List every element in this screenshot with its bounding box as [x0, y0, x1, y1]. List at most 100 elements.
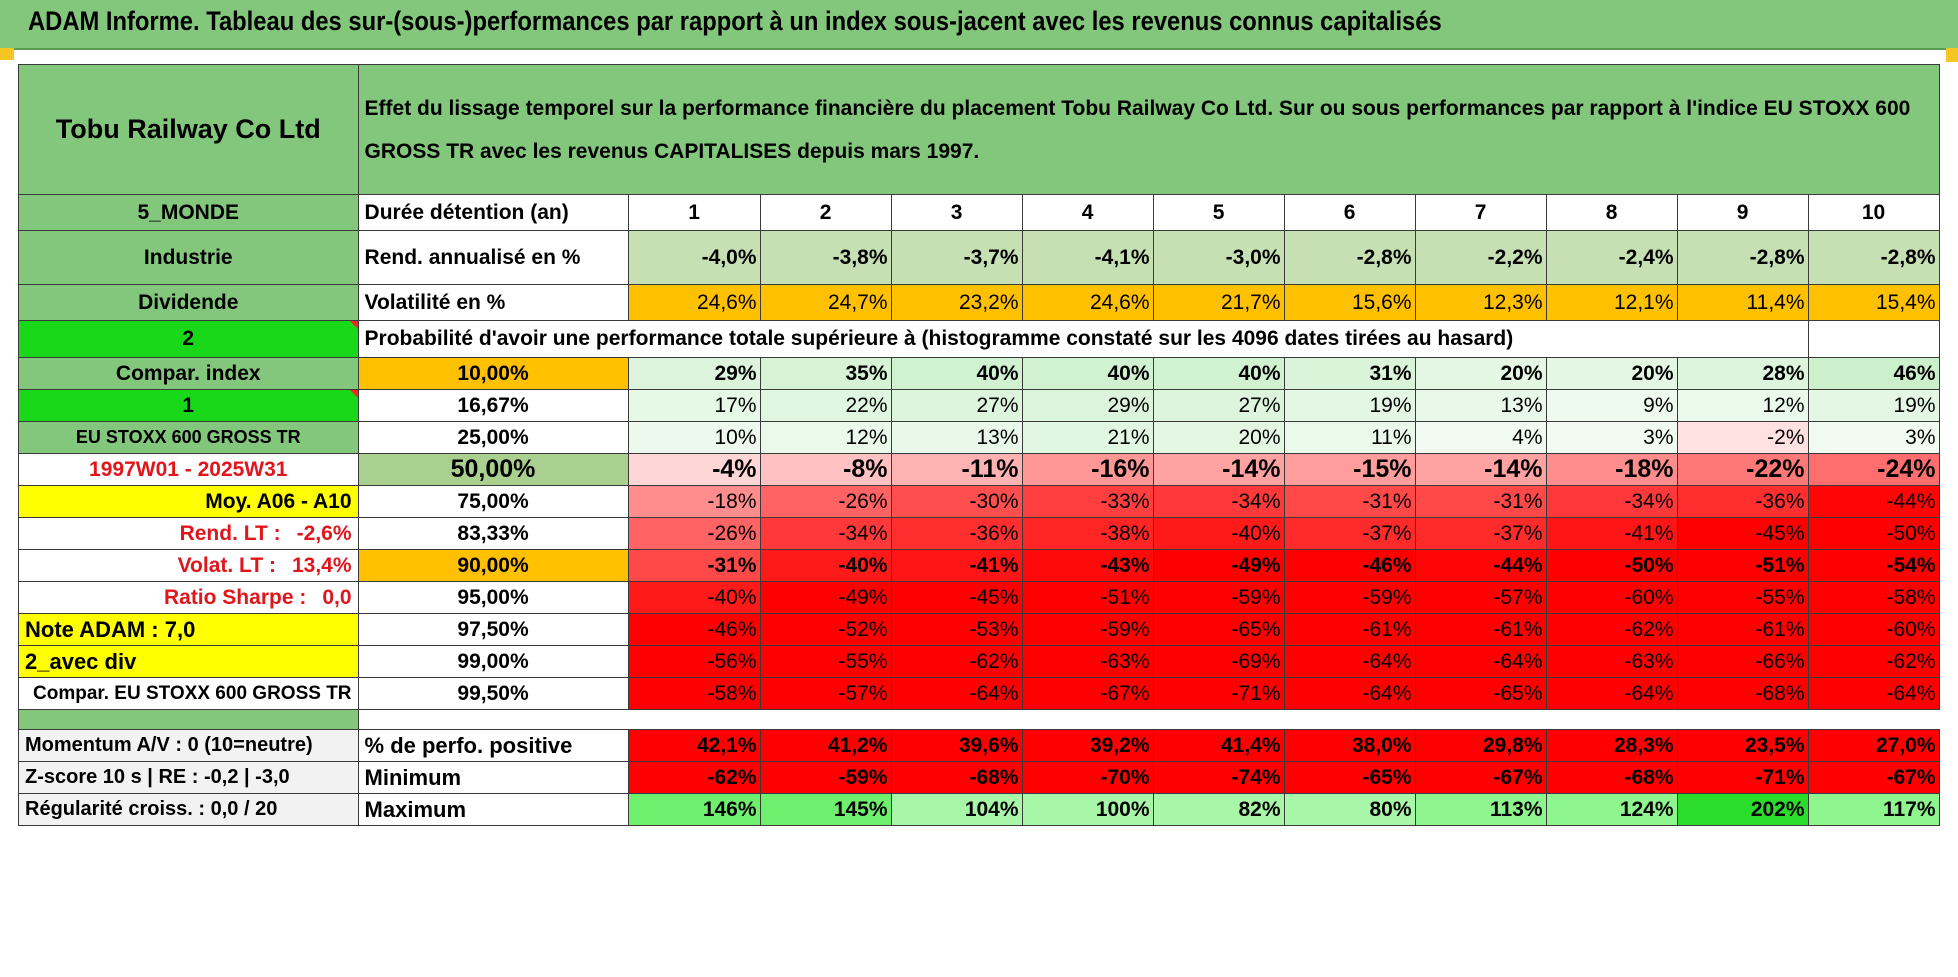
- probability-cell: 21%: [1021, 421, 1154, 454]
- region-label: 5_MONDE: [18, 194, 359, 231]
- probability-cell: -16%: [1021, 453, 1154, 486]
- stats-cell: 202%: [1676, 793, 1809, 826]
- stats-cell: 113%: [1414, 793, 1547, 826]
- stats-cell: 145%: [759, 793, 892, 826]
- probability-cell: 35%: [759, 357, 892, 390]
- dividend-value: 2: [18, 320, 359, 358]
- probability-cell: -51%: [1676, 549, 1809, 582]
- duration-col-header: 5: [1152, 194, 1285, 231]
- probability-cell: 9%: [1545, 389, 1678, 422]
- rend-cell: -4,1%: [1021, 230, 1154, 285]
- duration-col-header: 4: [1021, 194, 1154, 231]
- spacer-blank: [358, 709, 1940, 730]
- stats-row: Z-score 10 s | RE : -0,2 | -3,0 Minimum -6…: [18, 761, 1940, 794]
- probability-cell: 13%: [890, 421, 1023, 454]
- probability-cell: 40%: [1021, 357, 1154, 390]
- probability-cell: -30%: [890, 485, 1023, 518]
- probability-cell: -41%: [890, 549, 1023, 582]
- stats-cell: 41,4%: [1152, 729, 1285, 762]
- probability-row: Compar. index 10,00% 29% 35% 40% 40% 40% 31% 20%…: [18, 357, 1940, 390]
- probability-cell: -40%: [627, 581, 761, 614]
- probability-cell: -34%: [759, 517, 892, 550]
- probability-cell: -40%: [1152, 517, 1285, 550]
- stats-cell: -59%: [759, 761, 892, 794]
- probability-cell: 3%: [1545, 421, 1678, 454]
- probability-cell: -34%: [1152, 485, 1285, 518]
- vol-cell: 23,2%: [890, 284, 1023, 321]
- stats-cell: 100%: [1021, 793, 1154, 826]
- blank-cell: [1677, 320, 1809, 358]
- probability-cell: 20%: [1414, 357, 1547, 390]
- probability-cell: -61%: [1283, 613, 1416, 646]
- probability-cell: -14%: [1152, 453, 1285, 486]
- vol-cell: 21,7%: [1152, 284, 1285, 321]
- probability-cell: -49%: [1152, 549, 1285, 582]
- duration-col-header: 3: [890, 194, 1023, 231]
- stats-side-label: Momentum A/V : 0 (10=neutre): [18, 729, 359, 762]
- probability-cell: -53%: [890, 613, 1023, 646]
- stats-cell: 27,0%: [1807, 729, 1940, 762]
- note-adam: Note ADAM : 7,0: [18, 613, 359, 646]
- stats-row: Régularité croiss. : 0,0 / 20 Maximum 146%…: [18, 793, 1940, 826]
- header-description: Effet du lissage temporel sur la perform…: [357, 64, 1940, 195]
- rend-cell: -3,8%: [759, 230, 892, 285]
- rend-cell: -2,8%: [1807, 230, 1940, 285]
- probability-cell: 4%: [1414, 421, 1547, 454]
- corner-marker-left: [0, 48, 14, 60]
- sharpe-label: Ratio Sharpe :: [163, 585, 307, 609]
- probability-cell: -33%: [1021, 485, 1154, 518]
- rend-cell: -2,8%: [1283, 230, 1416, 285]
- stats-cell: 38,0%: [1283, 729, 1416, 762]
- probability-cell: 27%: [1152, 389, 1285, 422]
- probability-cell: 46%: [1807, 357, 1940, 390]
- probability-threshold: 75,00%: [357, 485, 629, 518]
- stats-cell: -71%: [1676, 761, 1809, 794]
- probability-row: Compar. EU STOXX 600 GROSS TR 99,50% -58% -…: [18, 677, 1940, 710]
- probability-cell: -37%: [1414, 517, 1547, 550]
- probability-cell: -37%: [1283, 517, 1416, 550]
- probability-threshold: 95,00%: [357, 581, 629, 614]
- probability-cell: 17%: [627, 389, 761, 422]
- duration-col-header: 6: [1283, 194, 1416, 231]
- stats-cell: -70%: [1021, 761, 1154, 794]
- compar-long: Compar. EU STOXX 600 GROSS TR: [18, 677, 359, 710]
- vol-cell: 24,7%: [759, 284, 892, 321]
- rend-cell: -2,4%: [1545, 230, 1678, 285]
- vol-cell: 24,6%: [627, 284, 761, 321]
- probability-cell: -50%: [1545, 549, 1678, 582]
- probability-cell: -66%: [1676, 645, 1809, 678]
- probability-cell: -59%: [1283, 581, 1416, 614]
- probability-row: 1997W01 - 2025W31 50,00% -4% -8% -11% -16% -14…: [18, 453, 1940, 486]
- probability-cell: -60%: [1545, 581, 1678, 614]
- probability-threshold: 99,00%: [357, 645, 629, 678]
- duration-col-header: 2: [759, 194, 892, 231]
- probability-row: 1 16,67% 17% 22% 27% 29% 27% 19% 13% 9% 12% 19%: [18, 389, 1940, 422]
- probability-cell: -31%: [1414, 485, 1547, 518]
- probability-cell: -14%: [1414, 453, 1547, 486]
- probability-cell: -64%: [1283, 645, 1416, 678]
- probability-cell: -44%: [1807, 485, 1940, 518]
- rend-cell: -4,0%: [627, 230, 761, 285]
- probability-cell: -22%: [1676, 453, 1809, 486]
- probability-cell: -43%: [1021, 549, 1154, 582]
- probability-cell: 29%: [1021, 389, 1154, 422]
- stats-cell: 104%: [890, 793, 1023, 826]
- probability-cell: -56%: [627, 645, 761, 678]
- probability-cell: -4%: [627, 453, 761, 486]
- probability-threshold: 99,50%: [357, 677, 629, 710]
- stats-cell: -68%: [1545, 761, 1678, 794]
- probability-row: Note ADAM : 7,0 97,50% -46% -52% -53% -59% -65…: [18, 613, 1940, 646]
- moy-label: Moy. A06 - A10: [18, 485, 359, 518]
- probability-cell: -46%: [1283, 549, 1416, 582]
- probability-threshold: 97,50%: [357, 613, 629, 646]
- probability-cell: -51%: [1021, 581, 1154, 614]
- probability-row: 2_avec div 99,00% -56% -55% -62% -63% -69% -64%…: [18, 645, 1940, 678]
- performance-table: Tobu Railway Co Ltd Effet du lissage tem…: [18, 64, 1940, 826]
- probability-cell: -63%: [1021, 645, 1154, 678]
- probability-cell: -40%: [759, 549, 892, 582]
- probability-cell: 11%: [1283, 421, 1416, 454]
- volat-lt-label: Volat. LT :: [177, 553, 276, 577]
- probability-threshold: 25,00%: [357, 421, 629, 454]
- title-bar: ADAM Informe. Tableau des sur-(sous-)per…: [0, 0, 1958, 50]
- probability-cell: -64%: [1545, 677, 1678, 710]
